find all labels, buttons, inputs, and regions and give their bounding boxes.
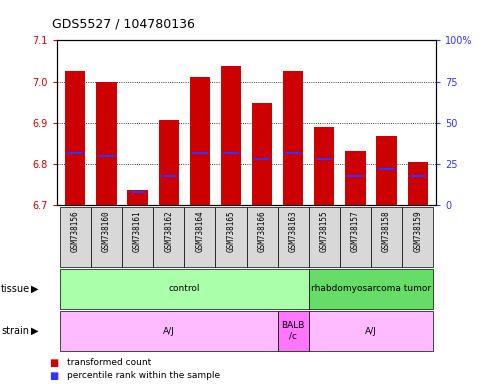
Text: ▶: ▶ [31,326,38,336]
Bar [99,155,114,157]
Bar [347,175,363,177]
Text: tissue: tissue [1,284,30,294]
Bar [159,119,179,205]
Text: GSM738165: GSM738165 [226,210,236,252]
Bar [252,103,272,205]
Bar [128,190,148,205]
FancyBboxPatch shape [60,269,309,309]
Bar [345,151,365,205]
FancyBboxPatch shape [184,207,215,267]
Bar [67,152,83,154]
Text: transformed count: transformed count [67,358,151,367]
Bar [221,66,241,205]
FancyBboxPatch shape [309,269,433,309]
FancyBboxPatch shape [340,207,371,267]
Text: percentile rank within the sample: percentile rank within the sample [67,371,220,380]
FancyBboxPatch shape [246,207,278,267]
Bar [285,152,301,154]
Text: A/J: A/J [163,327,175,336]
FancyBboxPatch shape [91,207,122,267]
Text: control: control [169,285,200,293]
FancyBboxPatch shape [371,207,402,267]
FancyBboxPatch shape [402,207,433,267]
FancyBboxPatch shape [153,207,184,267]
Text: strain: strain [1,326,29,336]
Text: GSM738166: GSM738166 [257,210,267,252]
Text: GSM738157: GSM738157 [351,210,360,252]
Text: ■: ■ [49,358,59,368]
Text: GSM738163: GSM738163 [289,210,298,252]
Bar [192,152,208,154]
Bar [283,71,303,205]
Text: GSM738155: GSM738155 [320,210,329,252]
Text: GSM738164: GSM738164 [195,210,204,252]
Bar [223,152,239,154]
Text: GSM738160: GSM738160 [102,210,111,252]
Bar [377,136,397,205]
FancyBboxPatch shape [278,207,309,267]
Text: BALB
/c: BALB /c [282,321,305,341]
Text: rhabdomyosarcoma tumor: rhabdomyosarcoma tumor [311,285,431,293]
FancyBboxPatch shape [60,311,278,351]
Bar [408,162,428,205]
Text: GSM738159: GSM738159 [413,210,422,252]
Text: A/J: A/J [365,327,377,336]
Bar [65,71,85,205]
Bar [379,168,394,170]
Text: GSM738162: GSM738162 [164,210,173,252]
FancyBboxPatch shape [309,311,433,351]
Bar [161,175,177,177]
Bar [410,175,426,177]
Bar [190,78,210,205]
Text: ▶: ▶ [31,284,38,294]
Bar [254,158,270,160]
Bar [96,83,116,205]
FancyBboxPatch shape [215,207,246,267]
Text: GSM738156: GSM738156 [71,210,80,252]
Text: GSM738158: GSM738158 [382,210,391,252]
Text: GDS5527 / 104780136: GDS5527 / 104780136 [52,17,195,30]
Bar [316,158,332,160]
Text: GSM738161: GSM738161 [133,210,142,252]
Bar [130,191,146,193]
Text: ■: ■ [49,371,59,381]
FancyBboxPatch shape [122,207,153,267]
FancyBboxPatch shape [309,207,340,267]
FancyBboxPatch shape [278,311,309,351]
Bar [314,127,334,205]
FancyBboxPatch shape [60,207,91,267]
